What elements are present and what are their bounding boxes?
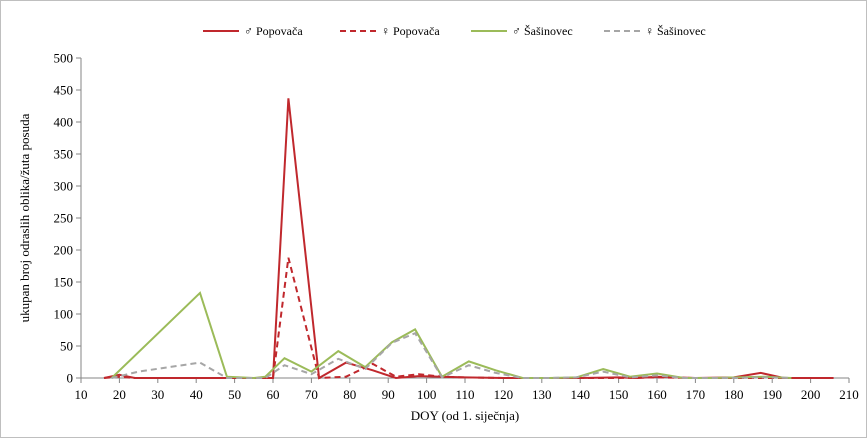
y-tick-label: 400 [54,115,74,130]
x-tick-label: 130 [532,387,552,402]
x-tick-label: 170 [686,387,706,402]
y-tick-label: 100 [54,307,74,322]
x-tick-label: 100 [417,387,437,402]
x-tick-label: 210 [839,387,859,402]
x-tick-label: 40 [190,387,203,402]
x-tick-label: 90 [382,387,395,402]
legend: ♂ Popovača ♀ Popovača ♂ Šašinovec ♀ Šašinov… [203,24,706,38]
y-tick-label: 150 [54,275,74,290]
series-line-2 [103,257,811,380]
x-tick-label: 70 [305,387,318,402]
x-tick-label: 150 [609,387,629,402]
y-tick-label: 350 [54,147,74,162]
axes: 0 50 100 150 200 250 300 350 400 450 500 10 20 30 40 50… [54,51,859,403]
x-tick-label: 180 [724,387,744,402]
x-tick-label: 110 [455,387,474,402]
y-tick-label: 250 [54,211,74,226]
y-axis-title: ukupan broj odraslih oblika/žuta posuda [17,113,32,322]
x-tick-label: 60 [267,387,280,402]
y-tick-label: 500 [54,51,74,66]
legend-label-3: ♂ Šašinovec [512,24,573,38]
x-tick-label: 10 [75,387,88,402]
y-tick-label: 450 [54,83,74,98]
legend-label-2: ♀ Popovača [381,24,440,38]
x-tick-label: 80 [343,387,356,402]
y-tick-label: 50 [60,339,73,354]
x-tick-label: 160 [647,387,667,402]
x-axis-title: DOY (od 1. siječnja) [411,408,520,423]
x-tick-label: 140 [570,387,590,402]
y-tick-label: 200 [54,243,74,258]
legend-label-1: ♂ Popovača [244,24,303,38]
y-tick-label: 0 [67,371,74,386]
legend-label-4: ♀ Šašinovec [645,24,706,38]
x-tick-label: 190 [762,387,782,402]
y-tick-label: 300 [54,179,74,194]
x-tick-label: 30 [151,387,164,402]
series-line-3 [111,291,792,380]
series-group [103,98,834,380]
x-tick-label: 200 [801,387,821,402]
x-tick-label: 50 [228,387,241,402]
x-tick-label: 20 [113,387,126,402]
x-tick-label: 120 [494,387,514,402]
